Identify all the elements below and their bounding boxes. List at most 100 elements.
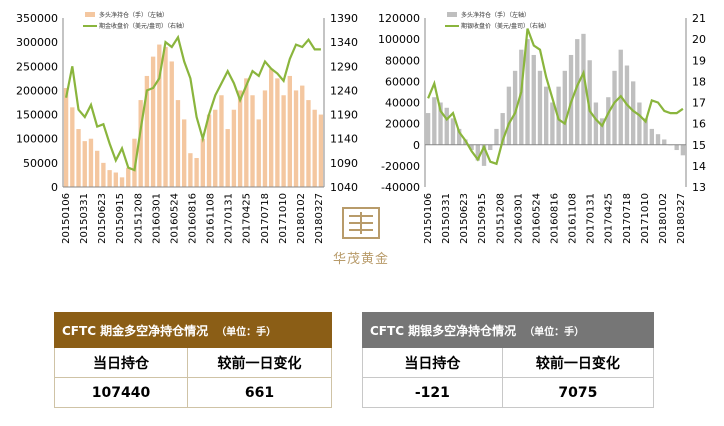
silver-left-tick-label: 40000	[385, 97, 420, 110]
silver-x-tick-label: 20150331	[441, 193, 452, 244]
gold-bar	[150, 56, 156, 187]
silver-x-tick-label: 20150106	[423, 193, 434, 244]
silver-bar	[537, 70, 543, 145]
gold-bar	[256, 119, 261, 187]
silver-bar	[649, 128, 654, 145]
silver-bar	[606, 97, 611, 145]
silver-x-tick-label: 20171010	[640, 193, 651, 244]
silver-right-tick-label: 17	[692, 97, 706, 110]
gold-bar	[194, 158, 199, 187]
silver-x-tick-label: 20170718	[622, 193, 633, 244]
silver-right-tick-label: 20	[692, 33, 706, 46]
gold-bar	[132, 138, 137, 187]
silver-bar	[643, 118, 648, 145]
gold-bar	[157, 44, 162, 187]
silver-bar	[581, 33, 586, 145]
silver-right-tick-label: 16	[692, 118, 706, 131]
gold-holding-value: 107440	[55, 378, 188, 407]
silver-bar	[519, 49, 524, 145]
silver-bar	[655, 134, 661, 145]
gold-right-tick-label: 1340	[330, 36, 358, 49]
gold-bar	[244, 78, 249, 187]
logo: 华茂黄金	[330, 206, 392, 276]
silver-left-tick-label: -20000	[381, 160, 420, 173]
silver-table-title-text: CFTC 期银多空净持仓情况	[370, 323, 517, 338]
silver-right-tick-label: 15	[692, 139, 706, 152]
gold-x-tick-label: 20150331	[79, 193, 90, 244]
gold-x-tick-label: 20160524	[169, 193, 180, 244]
gold-bar	[262, 90, 268, 187]
gold-bar	[126, 167, 131, 187]
silver-bar	[432, 97, 437, 145]
gold-left-tick-label: 100000	[16, 133, 58, 146]
gold-right-tick-label: 1290	[330, 60, 358, 73]
gold-bar	[219, 95, 224, 187]
gold-legend-bar-swatch	[85, 12, 95, 17]
silver-bar	[637, 102, 642, 145]
gold-change-value: 661	[244, 384, 275, 401]
gold-x-tick-label: 20180102	[296, 193, 307, 244]
gold-bar	[144, 75, 150, 187]
silver-x-tick-label: 20160524	[531, 193, 542, 244]
gold-bar	[206, 114, 212, 187]
silver-legend-bar-label: 多头净持仓（手）（左轴）	[461, 11, 530, 19]
silver-bar	[444, 107, 449, 145]
silver-x-tick-label: 20151208	[495, 193, 506, 244]
silver-bar	[425, 113, 431, 145]
gold-bar	[306, 100, 311, 187]
silver-table-title: CFTC 期银多空净持仓情况 （单位：手）	[362, 312, 654, 348]
gold-bar	[101, 162, 106, 187]
gold-bar	[269, 68, 274, 187]
silver-bar	[531, 54, 536, 145]
gold-table-unit: （单位：手）	[216, 326, 277, 338]
gold-col-holding-header: 当日持仓	[55, 348, 188, 378]
silver-bar	[525, 39, 530, 145]
silver-bar	[506, 86, 512, 145]
silver-legend-line-label: 期银收盘价（美元/盎司）（右轴）	[461, 22, 550, 30]
silver-x-tick-label: 20160816	[550, 193, 561, 244]
silver-col-change-header: 较前一日变化	[502, 348, 653, 378]
gold-right-tick-label: 1390	[330, 12, 358, 25]
silver-position-table: CFTC 期银多空净持仓情况 （单位：手） 当日持仓 较前一日变化 -121 7…	[362, 312, 654, 408]
gold-bar	[95, 150, 100, 187]
gold-bar	[300, 85, 305, 187]
logo-text: 华茂黄金	[332, 252, 389, 267]
gold-bar	[88, 138, 94, 187]
silver-bar	[494, 128, 499, 145]
silver-left-tick-label: -40000	[381, 181, 420, 194]
silver-x-tick-label: 20150623	[459, 193, 470, 244]
silver-x-tick-label: 20161108	[568, 193, 579, 244]
silver-price-line	[427, 28, 684, 166]
silver-bar	[438, 102, 443, 145]
gold-bar	[119, 177, 125, 187]
gold-x-tick-label: 20160816	[188, 193, 199, 244]
silver-x-tick-label: 20150915	[477, 193, 488, 244]
gold-bar	[231, 109, 237, 187]
gold-legend-line-label: 期金收盘价（美元/盎司）（右轴）	[99, 22, 188, 30]
gold-left-tick-label: 250000	[16, 60, 58, 73]
gold-x-tick-label: 20171010	[278, 193, 289, 244]
gold-bar	[188, 153, 193, 187]
silver-bar	[593, 102, 599, 145]
gold-bar	[138, 100, 143, 187]
gold-left-tick-label: 0	[51, 181, 58, 194]
silver-bar	[612, 70, 617, 145]
silver-x-tick-label: 20170425	[604, 193, 615, 244]
gold-left-tick-label: 150000	[16, 109, 58, 122]
gold-position-table: CFTC 期金多空净持仓情况 （单位：手） 当日持仓 较前一日变化 107440…	[54, 312, 332, 408]
silver-holding-value: -121	[363, 378, 503, 407]
gold-bar	[312, 109, 317, 187]
gold-legend-bar-label: 多头净持仓（手）（左轴）	[99, 11, 168, 19]
silver-x-tick-label: 20180102	[658, 193, 669, 244]
gold-bar	[82, 141, 87, 187]
gold-bar	[169, 61, 174, 188]
gold-left-tick-label: 350000	[16, 12, 58, 25]
gold-x-tick-label: 20170718	[260, 193, 271, 244]
silver-right-tick-label: 19	[692, 54, 706, 67]
gold-left-tick-label: 300000	[16, 36, 58, 49]
gold-bar	[175, 100, 181, 187]
gold-x-tick-label: 20161108	[206, 193, 217, 244]
silver-bar	[562, 70, 567, 145]
silver-table-unit: （单位：手）	[524, 326, 585, 338]
gold-bar	[107, 170, 112, 187]
